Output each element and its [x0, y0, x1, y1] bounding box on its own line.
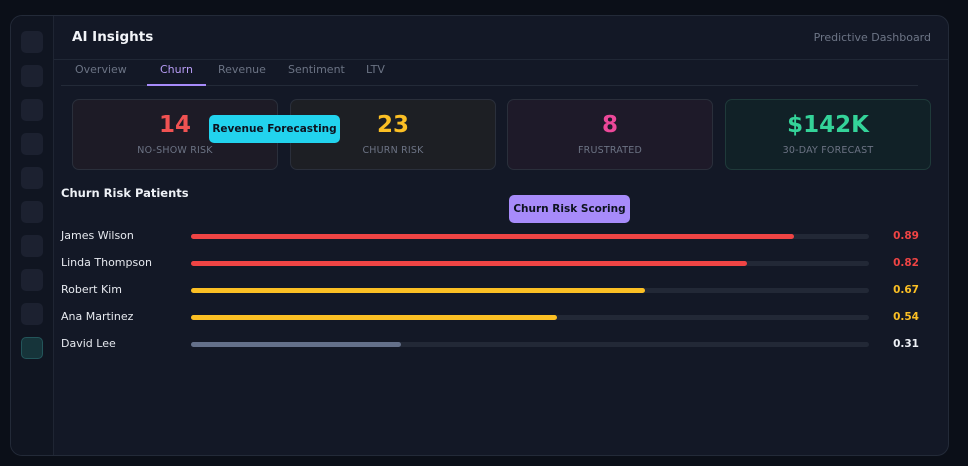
- sidebar-item-active[interactable]: [21, 337, 43, 359]
- patient-row[interactable]: James Wilson 0.89: [61, 229, 921, 245]
- risk-bar-track: [191, 288, 869, 293]
- risk-bar-fill: [191, 261, 747, 266]
- tab-sentiment[interactable]: Sentiment: [288, 63, 345, 76]
- sidebar-item-6[interactable]: [21, 201, 43, 223]
- patient-name: Robert Kim: [61, 283, 122, 296]
- metric-card-frustrated: 8 FRUSTRATED: [507, 99, 713, 170]
- risk-bar-fill: [191, 288, 646, 293]
- metric-card-forecast: $142K 30-DAY FORECAST: [725, 99, 931, 170]
- metric-value: $142K: [787, 112, 869, 138]
- metric-label: NO-SHOW RISK: [137, 145, 213, 156]
- patient-row[interactable]: David Lee 0.31: [61, 337, 921, 353]
- risk-bar-fill: [191, 234, 795, 239]
- risk-score: 0.31: [893, 338, 919, 350]
- sidebar-item-5[interactable]: [21, 167, 43, 189]
- patient-name: Linda Thompson: [61, 256, 152, 269]
- risk-score: 0.67: [893, 284, 919, 296]
- sidebar-rail: [11, 16, 54, 455]
- risk-score: 0.82: [893, 257, 919, 269]
- sidebar-item-3[interactable]: [21, 99, 43, 121]
- tab-overview[interactable]: Overview: [75, 63, 127, 76]
- tooltip-churn-risk-scoring: Churn Risk Scoring: [509, 195, 630, 223]
- tab-churn[interactable]: Churn: [147, 63, 206, 86]
- patient-name: David Lee: [61, 337, 116, 350]
- risk-bar-fill: [191, 315, 558, 320]
- sidebar-item-2[interactable]: [21, 65, 43, 87]
- patient-row[interactable]: Ana Martinez 0.54: [61, 310, 921, 326]
- risk-bar-track: [191, 342, 869, 347]
- metric-value: 8: [601, 112, 618, 138]
- metric-label: 30-DAY FORECAST: [782, 145, 874, 156]
- patient-name: Ana Martinez: [61, 310, 134, 323]
- tab-revenue[interactable]: Revenue: [218, 63, 266, 76]
- metric-card-no-show: 14 NO-SHOW RISK: [72, 99, 278, 170]
- sidebar-item-1[interactable]: [21, 31, 43, 53]
- risk-bar-track: [191, 315, 869, 320]
- metric-value: 23: [376, 112, 409, 138]
- patient-name: James Wilson: [61, 229, 134, 242]
- metric-label: CHURN RISK: [362, 145, 424, 156]
- page-title: AI Insights: [72, 29, 154, 45]
- tab-ltv[interactable]: LTV: [366, 63, 385, 76]
- risk-bar-fill: [191, 342, 402, 347]
- page-subtitle: Predictive Dashboard: [813, 31, 931, 44]
- metric-label: FRUSTRATED: [578, 145, 642, 156]
- section-title: Churn Risk Patients: [61, 186, 189, 200]
- risk-bar-track: [191, 234, 869, 239]
- sidebar-item-7[interactable]: [21, 235, 43, 257]
- sidebar-item-4[interactable]: [21, 133, 43, 155]
- risk-bar-track: [191, 261, 869, 266]
- patient-row[interactable]: Robert Kim 0.67: [61, 283, 921, 299]
- sidebar-item-9[interactable]: [21, 303, 43, 325]
- patient-row[interactable]: Linda Thompson 0.82: [61, 256, 921, 272]
- risk-score: 0.89: [893, 230, 919, 242]
- metric-value: 14: [158, 112, 191, 138]
- tab-bar: Overview Churn Revenue Sentiment LTV: [61, 57, 918, 86]
- tooltip-revenue-forecasting: Revenue Forecasting: [209, 115, 340, 143]
- risk-score: 0.54: [893, 311, 919, 323]
- sidebar-item-8[interactable]: [21, 269, 43, 291]
- panel-header: AI Insights Predictive Dashboard: [54, 16, 948, 60]
